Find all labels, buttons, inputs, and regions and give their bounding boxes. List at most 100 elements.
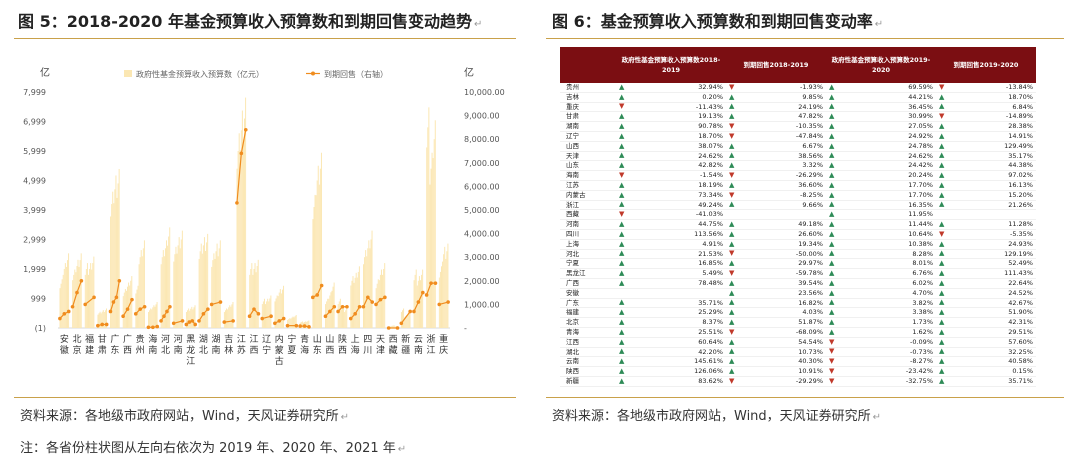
- bar: [276, 295, 278, 328]
- bar: [270, 295, 272, 328]
- value-cell: ▲ 35.71%: [616, 298, 726, 309]
- bar: [105, 308, 107, 328]
- x-category-label: 安: [60, 333, 69, 345]
- line-point: [370, 300, 375, 304]
- bar: [123, 292, 125, 328]
- bar: [267, 298, 269, 328]
- x-category-label: 内: [275, 333, 284, 345]
- value-cell: ▲ 6.84%: [936, 102, 1036, 113]
- value-text: 54.54%: [798, 337, 823, 346]
- bar: [131, 276, 133, 328]
- value-text: -59.78%: [795, 269, 823, 278]
- x-category-label: 湖: [212, 334, 221, 345]
- arrow-up-icon: ▲: [619, 367, 625, 375]
- value-text: 14.91%: [1008, 131, 1033, 140]
- value-text: -14.89%: [1005, 112, 1033, 121]
- bar: [217, 256, 219, 328]
- table-row: 山西 ▲ 38.07% ▲ 6.67% ▲ 24.78% ▲ 129.49%: [560, 141, 1036, 152]
- line-point: [319, 283, 324, 288]
- x-category-label: 重: [439, 333, 448, 345]
- line-point: [187, 320, 192, 324]
- line-point: [235, 201, 239, 205]
- value-cell: ▲ 29.51%: [936, 327, 1036, 338]
- arrow-up-icon: ▲: [619, 239, 625, 248]
- table-row: 重庆 ▼ -11.43% ▲ 24.19% ▲ 36.45% ▲ 6.84%: [560, 102, 1036, 113]
- value-text: 5.49%: [702, 269, 723, 278]
- value-text: 47.82%: [798, 112, 823, 121]
- value-cell: ▲ 42.67%: [936, 298, 1036, 309]
- value-cell: ▲ 83.62%: [616, 376, 726, 387]
- arrow-up-icon: ▲: [619, 190, 625, 199]
- bar: [265, 304, 267, 328]
- arrow-up-icon: ▲: [729, 357, 735, 366]
- x-category-label: 江: [237, 334, 246, 345]
- arrow-up-icon: ▲: [619, 151, 625, 160]
- value-cell: ▲ 90.78%: [616, 121, 726, 132]
- value-cell: ▲ 22.64%: [936, 278, 1036, 289]
- bar: [238, 133, 240, 328]
- bar: [241, 110, 243, 328]
- bar: [100, 313, 102, 328]
- bar: [89, 268, 91, 328]
- bar: [240, 130, 242, 328]
- arrow-up-icon: ▲: [939, 190, 945, 199]
- y-left-tick: 6,999: [23, 118, 46, 127]
- arrow-down-icon: ▼: [729, 190, 735, 199]
- line-point: [130, 297, 134, 302]
- line-point: [222, 320, 227, 324]
- bar: [122, 296, 124, 328]
- value-cell: ▲ 69.59%: [826, 83, 936, 93]
- arrow-up-icon: ▲: [939, 131, 945, 140]
- bar: [382, 274, 384, 328]
- value-cell: ▲ 8.01%: [826, 258, 936, 270]
- x-category-label: 山: [313, 334, 322, 345]
- x-category-label: 肃: [98, 344, 107, 356]
- bar: [236, 168, 238, 328]
- bar: [378, 280, 380, 328]
- value-cell: ▲ 18.70%: [936, 92, 1036, 103]
- bar: [320, 152, 322, 328]
- x-category-label: 夏: [287, 345, 296, 356]
- line-point: [168, 304, 172, 309]
- value-text: 4.91%: [702, 239, 723, 248]
- bar: [149, 310, 151, 328]
- bar: [130, 280, 132, 328]
- arrow-up-icon: ▲: [939, 298, 945, 307]
- value-cell: ▲ 38.56%: [726, 151, 826, 162]
- bar: [293, 317, 295, 328]
- arrow-down-icon: ▼: [829, 376, 835, 385]
- value-text: 11.44%: [908, 220, 933, 229]
- value-cell: ▲ 4.91%: [616, 239, 726, 250]
- bar: [318, 184, 320, 328]
- value-cell: ▲ 145.61%: [616, 356, 726, 368]
- line-point: [386, 326, 391, 330]
- arrow-up-icon: ▲: [829, 327, 835, 336]
- bar: [245, 97, 247, 328]
- x-category-label: 湖: [199, 334, 208, 345]
- x-category-label: 海: [148, 333, 157, 345]
- bar: [339, 298, 341, 328]
- x-category-label: 疆: [401, 345, 410, 356]
- bar: [193, 307, 195, 328]
- province-cell: 浙江: [560, 200, 616, 211]
- bar: [200, 243, 202, 328]
- value-cell: ▲ 11.95%: [826, 209, 936, 221]
- x-category-label: 林: [224, 344, 233, 356]
- value-cell: ▲ 78.48%: [616, 278, 726, 289]
- value-text: 69.59%: [908, 83, 933, 91]
- line-point: [328, 309, 332, 314]
- arrow-up-icon: ▲: [829, 141, 835, 150]
- value-cell: ▲ 49.18%: [726, 219, 826, 230]
- value-text: 10.91%: [798, 367, 823, 376]
- province-cell: 湖南: [560, 121, 616, 132]
- bar: [162, 250, 164, 328]
- bar: [192, 309, 194, 328]
- value-text: 16.13%: [1008, 180, 1033, 189]
- y-left-tick: 4,999: [23, 177, 46, 186]
- value-cell: ▲ 40.30%: [726, 356, 826, 368]
- table-row: 内蒙古 ▲ 73.34% ▼ -8.25% ▲ 17.70% ▲ 15.20%: [560, 190, 1036, 201]
- province-cell: 安徽: [560, 288, 616, 299]
- value-text: 11.95%: [908, 210, 933, 219]
- value-cell: ▲ 47.82%: [726, 111, 826, 123]
- value-text: 23.56%: [798, 288, 823, 297]
